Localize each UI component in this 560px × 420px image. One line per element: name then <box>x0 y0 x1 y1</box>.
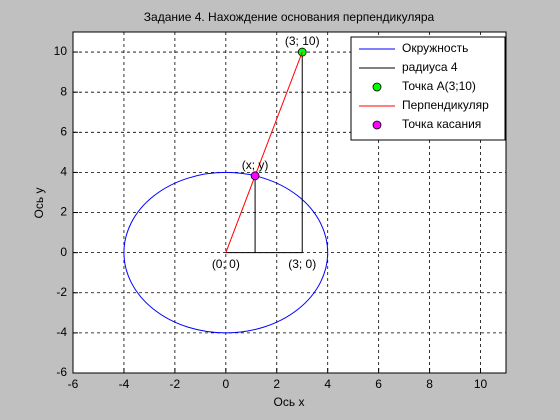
legend-label: Перпендикуляр <box>402 98 489 112</box>
x-tick-label: -2 <box>170 377 181 391</box>
y-tick-label: 0 <box>60 245 67 259</box>
annotation: (x; y) <box>242 158 269 172</box>
series-line <box>225 52 303 254</box>
y-tick-label: -2 <box>56 285 67 299</box>
y-tick-label: 4 <box>60 165 67 179</box>
legend-marker <box>372 82 382 92</box>
x-tick-label: 8 <box>426 377 433 391</box>
point-marker <box>250 171 260 181</box>
legend-marker <box>372 120 382 130</box>
y-tick-label: 2 <box>60 205 67 219</box>
annotation: (3; 10) <box>285 34 320 48</box>
legend-label: Точка A(3;10) <box>402 79 476 93</box>
series-line <box>225 51 303 253</box>
x-tick-label: 0 <box>222 377 229 391</box>
y-axis-label: Ось y <box>32 188 46 219</box>
legend-label: Точка касания <box>402 117 481 131</box>
y-tick-label: -6 <box>56 365 67 379</box>
annotation: (0; 0) <box>212 257 240 271</box>
legend-label: Окружность <box>402 41 468 55</box>
y-tick-label: -4 <box>56 325 67 339</box>
x-axis-label: Ось x <box>274 395 305 409</box>
y-tick-label: 10 <box>54 44 68 58</box>
chart-title: Задание 4. Нахождение основания перпенди… <box>144 10 435 24</box>
x-tick-label: 4 <box>324 377 331 391</box>
x-tick-label: 6 <box>375 377 382 391</box>
x-tick-label: 10 <box>474 377 488 391</box>
x-tick-label: -6 <box>68 377 79 391</box>
x-tick-label: 2 <box>273 377 280 391</box>
circle-curve <box>123 171 329 334</box>
x-tick-label: -4 <box>119 377 130 391</box>
y-tick-label: 8 <box>60 84 67 98</box>
annotation: (3; 0) <box>288 257 316 271</box>
y-tick-label: 6 <box>60 124 67 138</box>
legend-label: радиуса 4 <box>402 60 458 74</box>
